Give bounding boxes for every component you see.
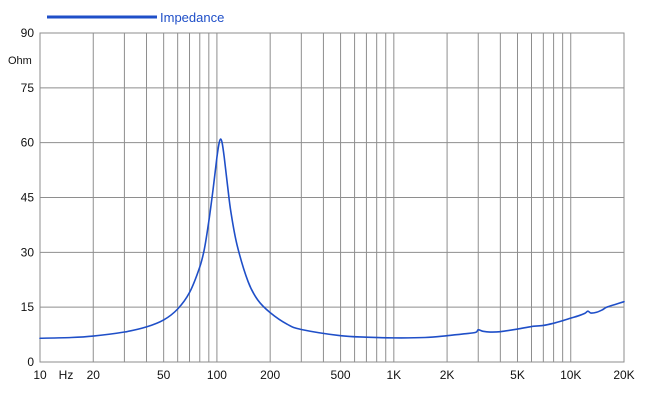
y-tick-label: 0 xyxy=(27,355,34,369)
y-tick-label: 75 xyxy=(21,81,35,95)
x-tick-label: 200 xyxy=(260,368,280,382)
x-tick-label: 2K xyxy=(440,368,455,382)
grid xyxy=(40,33,624,362)
legend: Impedance xyxy=(47,10,224,25)
y-tick-label: 15 xyxy=(21,300,35,314)
x-tick-label: 50 xyxy=(157,368,171,382)
y-tick-label: 30 xyxy=(21,245,35,259)
x-axis-unit-label: Hz xyxy=(59,368,74,382)
x-tick-label: 100 xyxy=(207,368,227,382)
x-tick-label: 5K xyxy=(510,368,525,382)
series-layer xyxy=(39,138,625,340)
x-tick-label: 500 xyxy=(331,368,351,382)
y-tick-label: 45 xyxy=(21,191,35,205)
y-tick-label: 60 xyxy=(21,136,35,150)
x-tick-label: 10 xyxy=(33,368,47,382)
y-axis-unit-label: Ohm xyxy=(8,55,32,67)
tick-labels: 10 20 50 100 200 500 1K 2K 5K 10K 20K 0 15 30 45 60 75 90… xyxy=(8,26,635,382)
x-tick-label: 20 xyxy=(87,368,101,382)
legend-label-impedance: Impedance xyxy=(160,10,224,25)
x-tick-label: 10K xyxy=(560,368,581,382)
series-line-impedance xyxy=(39,138,625,340)
y-tick-label: 90 xyxy=(21,26,35,40)
plot-frame xyxy=(39,32,625,363)
x-tick-label: 1K xyxy=(386,368,401,382)
x-tick-label: 20K xyxy=(613,368,634,382)
